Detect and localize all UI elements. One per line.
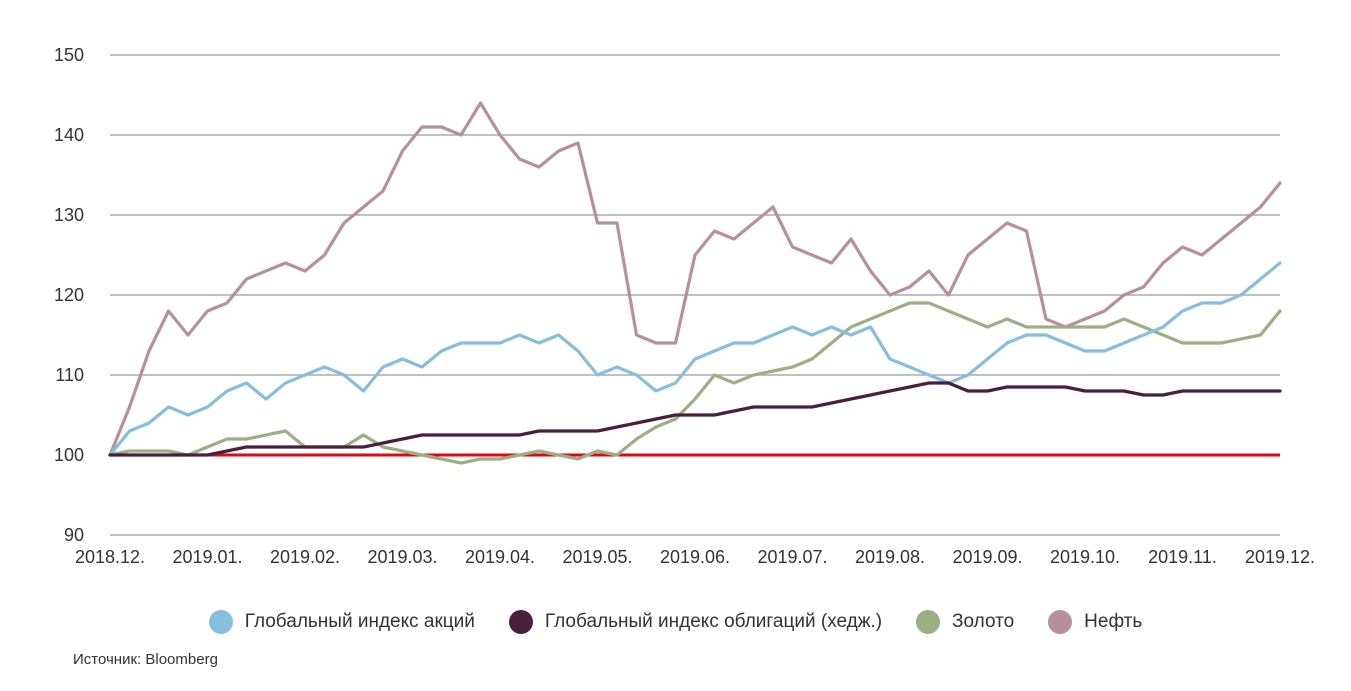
- source-note: Источник: Bloomberg: [73, 651, 218, 668]
- legend-label: Глобальный индекс облигаций (хедж.): [544, 611, 883, 632]
- series-line-oil: [108, 101, 1282, 457]
- y-tick-label: 110: [55, 365, 84, 385]
- legend-item-gold: Золото: [916, 610, 1014, 634]
- x-tick-label: 2019.03.: [367, 547, 437, 567]
- x-tick-label: 2019.07.: [757, 547, 827, 567]
- y-tick-label: 120: [54, 285, 84, 305]
- x-tick-label: 2019.10.: [1050, 547, 1120, 567]
- series-layer: [108, 101, 1282, 465]
- legend-item-oil: Нефть: [1048, 610, 1142, 634]
- x-tick-label: 2019.01.: [172, 547, 242, 567]
- y-tick-label: 90: [64, 525, 84, 545]
- legend-label: Золото: [952, 611, 1015, 632]
- x-axis: 2018.12. 2019.01. 2019.02. 2019.03. 2019.04.…: [75, 547, 1315, 567]
- y-tick-label: 140: [54, 125, 84, 145]
- x-tick-label: 2019.11.: [1148, 547, 1217, 567]
- y-tick-label: 130: [54, 205, 84, 225]
- x-tick-label: 2019.06.: [660, 547, 730, 567]
- legend-marker-gold: [916, 610, 941, 634]
- x-tick-label: 2019.04.: [465, 547, 535, 567]
- legend-item-global-equity: Глобальный индекс акций: [208, 610, 475, 634]
- y-axis: 90 100 110 120 130 140 150: [54, 45, 84, 545]
- series-line-global-equity: [108, 261, 1282, 457]
- x-tick-label: 2019.02.: [270, 547, 340, 567]
- x-tick-label: 2019.12.: [1245, 547, 1315, 567]
- legend-label: Глобальный индекс акций: [244, 611, 475, 632]
- series-line-global-bonds: [108, 381, 1282, 457]
- y-tick-label: 150: [54, 45, 84, 65]
- legend-marker-global-bonds: [508, 610, 533, 634]
- chart-grid: [110, 54, 1280, 536]
- legend-label: Нефть: [1084, 611, 1143, 632]
- x-tick-label: 2018.12.: [75, 547, 145, 567]
- legend-marker-global-equity: [208, 610, 233, 634]
- legend-marker-oil: [1048, 610, 1073, 634]
- chart-legend: Глобальный индекс акций Глобальный индек…: [0, 604, 1351, 640]
- x-tick-label: 2019.08.: [855, 547, 925, 567]
- y-tick-label: 100: [54, 445, 84, 465]
- x-tick-label: 2019.05.: [562, 547, 632, 567]
- x-tick-label: 2019.09.: [952, 547, 1022, 567]
- legend-item-global-bonds: Глобальный индекс облигаций (хедж.): [508, 610, 883, 634]
